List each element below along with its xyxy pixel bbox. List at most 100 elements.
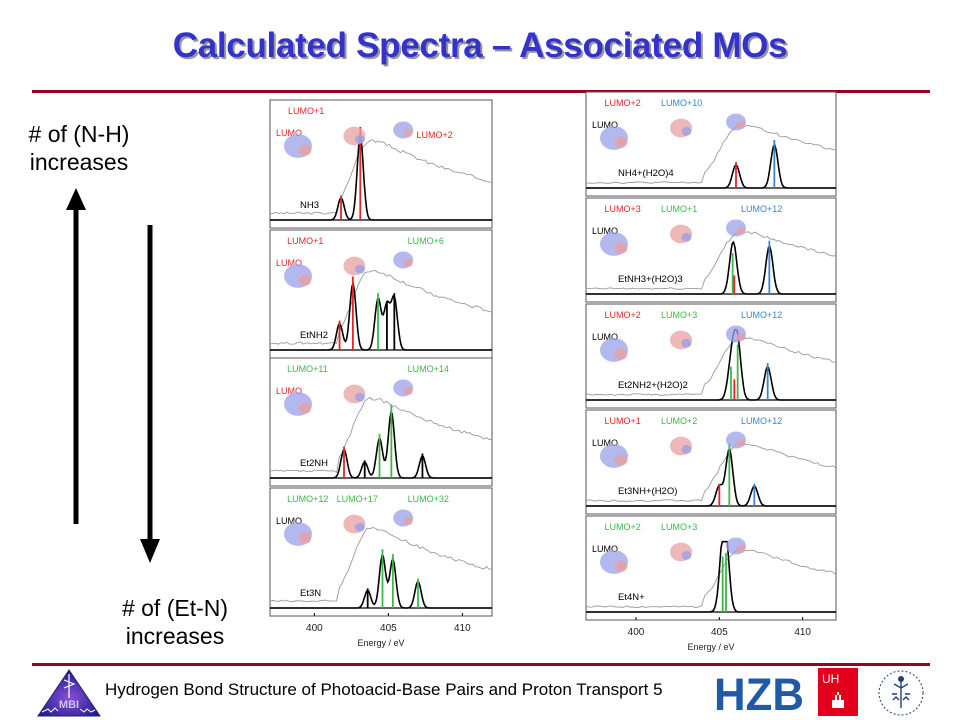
hzb-logo: HZB [714,672,804,714]
experimental-spectrum-line [585,229,837,290]
experimental-spectrum-line [269,397,493,473]
footer-divider [32,663,930,666]
left-spectra-figure: LUMO+1 LUMO LUMO+2 NH3 LUMO+1 LUMO LUMO+6 EtNH2… [269,99,493,648]
molecule-label: NH4+(H2O)4 [618,168,674,179]
mo-label: LUMO [592,120,618,130]
etn-note-line2: increases [125,623,225,649]
orbital-isosurface [298,274,312,286]
x-tick-label: 410 [794,627,811,638]
mo-label: LUMO+12 [741,310,782,320]
mo-label: LUMO+1 [605,416,641,426]
molecule-label: EtNH2 [300,330,328,341]
etn-note-line1: # of (Et-N) [121,595,229,621]
x-tick-label: 405 [380,623,397,634]
panel-frame [269,487,493,617]
spectrum-panel: LUMO+12 LUMO+17 LUMO+32 LUMO Et3N [269,487,493,617]
spectrum-panel: LUMO+2 LUMO+3 LUMO+12 LUMO Et2NH2+(H2O)2 [585,303,837,409]
experimental-spectrum-line [585,547,837,608]
experimental-spectrum-line [269,527,492,603]
experimental-spectrum-line [585,441,837,502]
orbital-isosurface [614,136,628,148]
orbital-isosurface [736,227,746,235]
orbital-isosurface [736,333,746,341]
orbital-isosurface [681,126,692,136]
molecule-label: NH3 [300,200,319,211]
uhh-logo: UH [818,668,858,716]
spectrum-panel: LUMO+1 LUMO LUMO+2 NH3 [269,99,493,229]
molecule-label: Et2NH2+(H2O)2 [618,380,688,391]
orbital-isosurface [403,129,413,137]
mo-label: LUMO [592,544,618,554]
down-arrow-icon [140,225,160,563]
x-tick-label: 410 [454,623,471,634]
panel-frame [269,99,493,229]
nh-note-line1: # of (N-H) [28,121,130,147]
mo-label: LUMO+12 [741,416,782,426]
experimental-spectrum-line [269,139,493,215]
mo-label: LUMO+1 [661,204,697,214]
panel-frame [585,91,837,197]
mo-label: LUMO+1 [287,236,323,246]
mo-label: LUMO+2 [605,310,641,320]
orbital-isosurface [681,550,692,560]
orbital-isosurface [298,402,312,414]
mo-label: LUMO [592,226,618,236]
orbital-isosurface [614,242,628,254]
orbital-isosurface [403,517,413,525]
experimental-spectrum-line [585,124,837,184]
mbi-logo-text: MBI [59,699,79,711]
panel-frame [585,303,837,409]
orbital-isosurface [614,560,628,572]
panel-frame [585,197,837,303]
orbital-isosurface [614,454,628,466]
orbital-isosurface [354,134,365,144]
mo-label: LUMO+2 [605,98,641,108]
mo-label: LUMO [276,516,302,526]
nh-note: # of (N-H) increases [14,120,144,176]
x-axis-label: Energy / eV [357,638,404,648]
mo-label: LUMO+32 [408,494,449,504]
orbital-isosurface [736,121,746,129]
footer-title: Hydrogen Bond Structure of Photoacid-Bas… [105,680,649,699]
stockholm-university-seal [878,670,924,716]
mo-label: LUMO+3 [661,522,697,532]
footer-text: Hydrogen Bond Structure of Photoacid-Bas… [105,680,663,700]
molecule-label: Et3N [300,588,321,599]
mo-label: LUMO+2 [605,522,641,532]
up-arrow-icon [66,188,86,524]
spectrum-panel: LUMO+11 LUMO LUMO+14 Et2NH [269,357,493,487]
mo-label: LUMO [276,258,302,268]
panel-frame [269,229,493,359]
orbital-isosurface [736,545,746,553]
experimental-spectrum-line [269,270,493,345]
mo-label: LUMO [276,386,302,396]
panel-frame [585,515,837,621]
orbital-isosurface [298,532,312,544]
mo-label: LUMO+6 [408,236,444,246]
etn-note: # of (Et-N) increases [100,594,250,650]
mo-label: LUMO+3 [661,310,697,320]
nh-note-line2: increases [29,149,129,175]
orbital-isosurface [736,439,746,447]
mo-label: LUMO+14 [408,364,449,374]
orbital-isosurface [614,348,628,360]
orbital-isosurface [354,522,365,532]
slide-title: Calculated Spectra – Associated MOs [172,26,788,65]
x-tick-label: 405 [711,627,728,638]
mo-label: LUMO+12 [287,494,328,504]
orbital-isosurface [403,387,413,395]
panel-frame [585,409,837,515]
mo-label: LUMO+3 [605,204,641,214]
mo-label: LUMO+11 [287,364,328,374]
orbital-isosurface [681,338,692,348]
experimental-spectrum-line [585,335,837,396]
mo-label: LUMO+12 [741,204,782,214]
mo-label: LUMO+1 [288,106,324,116]
spectrum-panel: LUMO+3 LUMO+1 LUMO+12 LUMO EtNH3+(H2O)3 [585,197,837,303]
mo-label: LUMO+17 [337,494,378,504]
orbital-isosurface [681,232,692,242]
spectrum-panel: LUMO+1 LUMO LUMO+6 EtNH2 [269,229,493,359]
orbital-isosurface [354,264,365,274]
mo-label: LUMO [276,128,302,138]
